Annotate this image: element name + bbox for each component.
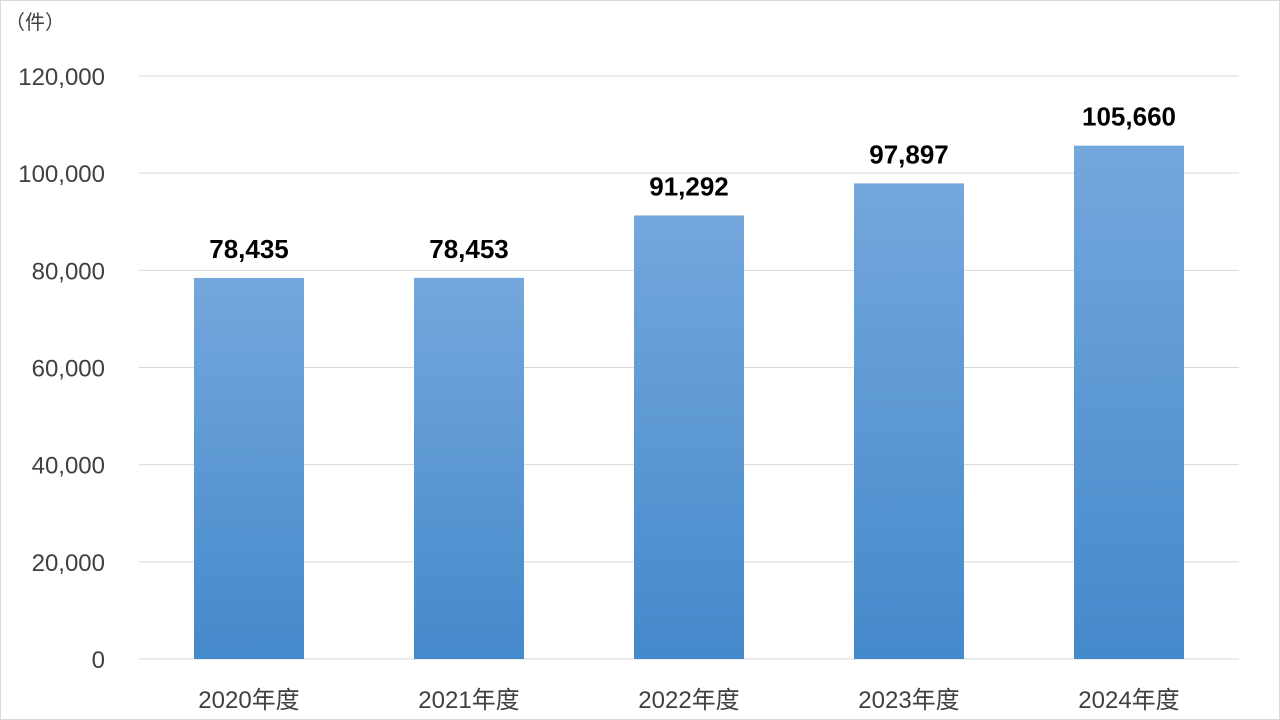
x-tick-label: 2020年度 bbox=[198, 687, 299, 714]
bar bbox=[414, 277, 524, 659]
y-axis-ticks: 0 20,000 40,000 60,000 80,000 100,000 120,000 bbox=[18, 64, 105, 674]
data-labels: 78,435 78,453 91,292 97,897 105,660 bbox=[209, 102, 1176, 264]
bar bbox=[634, 215, 744, 660]
x-tick-label: 2021年度 bbox=[418, 687, 519, 714]
bars bbox=[194, 145, 1184, 660]
y-tick-label: 120,000 bbox=[18, 64, 105, 91]
bar bbox=[854, 183, 964, 660]
x-tick-label: 2022年度 bbox=[638, 687, 739, 714]
y-tick-label: 0 bbox=[92, 647, 105, 674]
data-label: 91,292 bbox=[649, 171, 729, 201]
y-tick-label: 40,000 bbox=[32, 453, 105, 480]
y-tick-label: 20,000 bbox=[32, 550, 105, 577]
x-tick-label: 2024年度 bbox=[1078, 687, 1179, 714]
x-tick-label: 2023年度 bbox=[858, 687, 959, 714]
y-axis-unit-label: （件） bbox=[5, 10, 65, 34]
y-tick-label: 100,000 bbox=[18, 161, 105, 188]
data-label: 78,435 bbox=[209, 234, 289, 264]
data-label: 97,897 bbox=[869, 139, 949, 169]
bar bbox=[1074, 145, 1184, 659]
bar bbox=[194, 277, 304, 659]
data-label: 105,660 bbox=[1082, 102, 1176, 132]
x-axis-ticks: 2020年度 2021年度 2022年度 2023年度 2024年度 bbox=[198, 687, 1179, 714]
y-tick-label: 80,000 bbox=[32, 258, 105, 285]
y-tick-label: 60,000 bbox=[32, 356, 105, 383]
data-label: 78,453 bbox=[429, 234, 509, 264]
